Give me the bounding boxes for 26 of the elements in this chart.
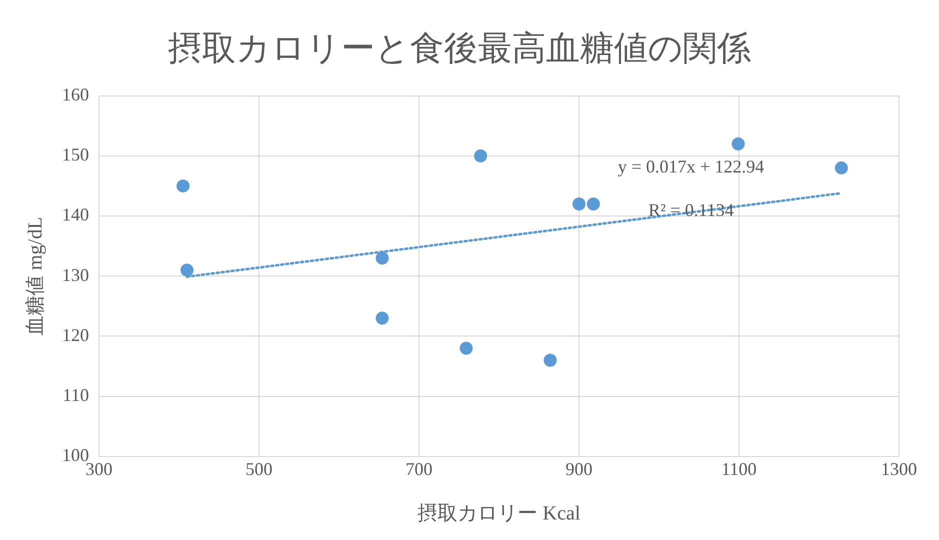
y-tick-label: 150 [62,144,89,165]
y-tick-label: 120 [62,324,89,345]
point [586,197,600,210]
x-tick-label: 1100 [721,458,757,479]
point [176,179,190,192]
point [544,354,557,367]
y-tick-label: 160 [62,84,89,105]
point [732,137,745,150]
point [376,252,389,265]
annotation: y = 0.017x + 122.94 [618,156,764,177]
chart-title: 摂取カロリーと食後最高血糖値の関係 [168,30,751,68]
y-tick-label: 130 [62,264,89,285]
x-tick-label: 700 [406,458,432,479]
point [834,161,848,174]
point [180,264,194,277]
y-tick-label: 140 [62,204,89,225]
point [460,342,473,355]
point [474,149,488,162]
y-axis-title: 血糖値 mg/dL [24,216,46,336]
point [572,197,586,210]
point [376,312,389,325]
y-tick-label: 110 [62,385,89,406]
x-axis-title: 摂取カロリー Kcal [418,502,581,524]
x-tick-label: 1300 [881,458,917,479]
x-tick-label: 900 [566,458,592,479]
x-tick-label: 500 [246,458,272,479]
